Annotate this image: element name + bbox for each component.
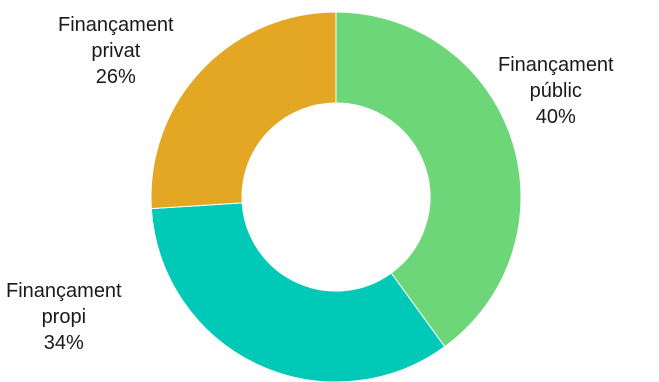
slice-value: 40% [535, 106, 576, 128]
slice-value: 34% [43, 332, 84, 354]
slice-label-public: Finançament públic 40% [498, 52, 614, 130]
slice-name-line-1: Finançament [58, 14, 174, 36]
slice-name-line-2: privat [91, 40, 141, 62]
slice-label-own: Finançament propi 34% [6, 278, 122, 356]
slice-own [150, 202, 446, 382]
slice-private [150, 11, 337, 210]
slice-name-line-1: Finançament [6, 280, 122, 302]
slice-value: 26% [95, 66, 136, 88]
slice-name-line-2: propi [41, 306, 87, 328]
slice-name-line-2: públic [529, 80, 582, 102]
slice-public [335, 11, 522, 348]
slice-label-private: Finançament privat 26% [58, 12, 174, 90]
slice-name-line-1: Finançament [498, 54, 614, 76]
